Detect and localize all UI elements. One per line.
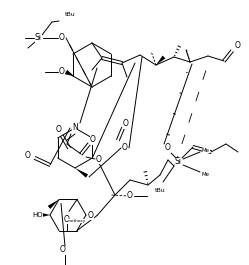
Text: methoxy: methoxy bbox=[68, 219, 86, 223]
Text: HO: HO bbox=[33, 212, 43, 218]
Text: O: O bbox=[56, 126, 62, 135]
Text: tBu: tBu bbox=[65, 11, 75, 16]
Text: Si: Si bbox=[35, 33, 42, 42]
Polygon shape bbox=[75, 168, 88, 178]
Polygon shape bbox=[65, 70, 74, 76]
Text: O: O bbox=[90, 135, 96, 144]
Text: O: O bbox=[59, 33, 65, 42]
Polygon shape bbox=[42, 213, 50, 217]
Text: O: O bbox=[235, 41, 241, 50]
Text: O: O bbox=[25, 151, 31, 160]
Text: O: O bbox=[165, 144, 171, 152]
Text: Si: Si bbox=[175, 157, 182, 166]
Text: O: O bbox=[96, 154, 102, 164]
Text: O: O bbox=[60, 245, 66, 254]
Polygon shape bbox=[156, 56, 165, 65]
Text: tBu: tBu bbox=[155, 188, 165, 192]
Text: N: N bbox=[72, 123, 78, 132]
Text: O: O bbox=[64, 215, 70, 224]
Polygon shape bbox=[48, 199, 59, 209]
Text: O: O bbox=[88, 210, 94, 219]
Text: O: O bbox=[59, 68, 65, 77]
Text: O: O bbox=[122, 144, 128, 152]
Text: Me: Me bbox=[202, 148, 210, 152]
Text: O: O bbox=[123, 120, 129, 129]
Text: O: O bbox=[127, 192, 133, 201]
Text: Me: Me bbox=[202, 171, 210, 176]
